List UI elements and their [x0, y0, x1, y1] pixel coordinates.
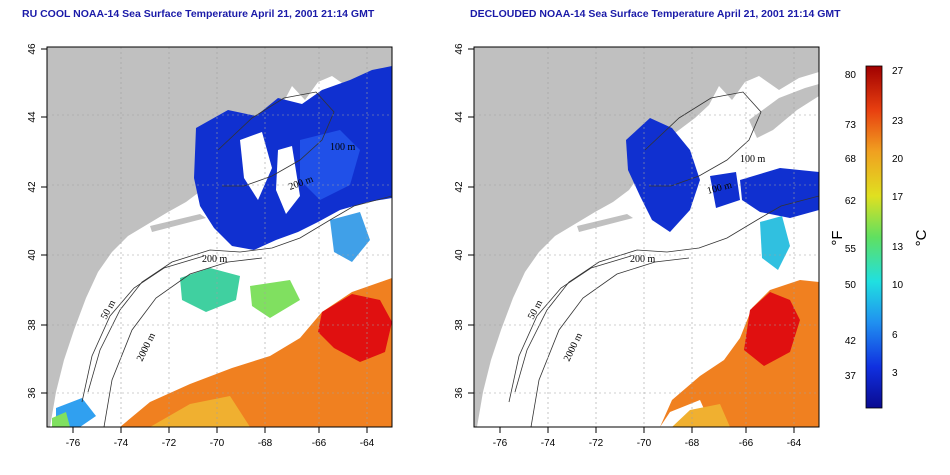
left-contour-200m [87, 195, 392, 393]
c-tick-17: 17 [892, 192, 904, 203]
right-warm-water-patch [672, 404, 730, 427]
right-land-mass [474, 47, 819, 427]
right-lon-tick-64: -64 [787, 438, 802, 449]
left-cold-water-patch [300, 130, 360, 200]
left-lat-tick-38: 38 [27, 319, 38, 331]
left-lat-tick-46: 46 [27, 43, 38, 55]
f-tick-73: 73 [845, 120, 857, 131]
left-panel-title: RU COOL NOAA-14 Sea Surface Temperature … [22, 8, 375, 20]
colorbar-fahrenheit-ticks: 80 73 68 62 55 50 42 37 [845, 70, 857, 382]
right-map-panel: 50 m 200 m 2000 m 100 m 100 m 36 38 40 4… [454, 43, 820, 449]
c-tick-3: 3 [892, 368, 898, 379]
right-cold-water-east [740, 168, 819, 218]
left-land-mass [47, 47, 392, 427]
left-lon-tick-76: -76 [66, 438, 81, 449]
left-lon-tick-64: -64 [360, 438, 375, 449]
right-long-island [577, 214, 633, 232]
f-tick-50: 50 [845, 280, 857, 291]
left-contour-50m [81, 255, 205, 403]
f-tick-55: 55 [845, 244, 857, 255]
c-tick-6: 6 [892, 330, 898, 341]
c-tick-27: 27 [892, 66, 904, 77]
left-contour-label-100m: 100 m [330, 142, 356, 153]
left-lon-tick-70: -70 [210, 438, 225, 449]
right-lon-axis: -76 -74 -72 -70 -68 -66 -64 [493, 427, 802, 449]
f-tick-68: 68 [845, 154, 857, 165]
right-map-frame [473, 46, 820, 428]
right-panel-title: DECLOUDED NOAA-14 Sea Surface Temperatur… [470, 8, 841, 20]
left-cool-water-patch [330, 212, 370, 262]
right-lon-tick-66: -66 [739, 438, 754, 449]
left-mid-water-patch [180, 268, 240, 312]
right-contour-label-100m: 100 m [740, 154, 766, 165]
right-lat-axis: 36 38 40 42 44 46 [454, 43, 474, 399]
f-tick-37: 37 [845, 371, 857, 382]
right-lon-tick-74: -74 [541, 438, 556, 449]
left-lon-tick-66: -66 [312, 438, 327, 449]
left-warm-water-patch [150, 396, 250, 427]
left-grid [47, 47, 392, 427]
right-cold-water [626, 118, 700, 232]
celsius-unit-label: °C [913, 229, 930, 246]
f-tick-80: 80 [845, 70, 857, 81]
right-contour-label-200m: 200 m [630, 254, 656, 265]
left-coastal-water-2 [52, 412, 70, 427]
left-mid-water-patch-2 [250, 280, 300, 318]
left-lon-tick-72: -72 [162, 438, 177, 449]
left-lat-tick-36: 36 [27, 387, 38, 399]
right-lon-tick-68: -68 [685, 438, 700, 449]
right-grid [474, 47, 819, 427]
right-contour-50m [508, 255, 632, 403]
left-lat-axis: 36 38 40 42 44 46 [27, 43, 47, 399]
left-map-frame [46, 46, 393, 428]
right-lon-tick-72: -72 [589, 438, 604, 449]
right-hot-water [744, 292, 800, 366]
fahrenheit-unit-label: °F [829, 230, 846, 245]
right-lat-tick-38: 38 [454, 319, 465, 331]
right-contour-2000m [530, 257, 690, 427]
right-lon-tick-76: -76 [493, 438, 508, 449]
right-lat-tick-42: 42 [454, 181, 465, 193]
colorbar-celsius-ticks: 27 23 20 17 13 10 6 3 [892, 66, 904, 379]
right-lon-tick-70: -70 [637, 438, 652, 449]
left-lon-axis: -76 -74 -72 -70 -68 -66 -64 [66, 427, 375, 449]
left-contour-2000m [103, 257, 263, 427]
right-contour-100m [644, 91, 762, 187]
f-tick-42: 42 [845, 336, 857, 347]
right-cool-water-patch [760, 216, 790, 270]
left-cloud-gap [240, 132, 272, 200]
left-lat-tick-44: 44 [27, 111, 38, 123]
c-tick-13: 13 [892, 242, 904, 253]
left-contour-100m [217, 91, 335, 187]
left-hot-water [318, 294, 392, 362]
right-lat-tick-36: 36 [454, 387, 465, 399]
f-tick-62: 62 [845, 196, 857, 207]
right-lat-tick-46: 46 [454, 43, 465, 55]
left-map-panel: 50 m 200 m 200 m 2000 m 100 m 36 38 40 4… [27, 43, 393, 449]
left-long-island [150, 214, 206, 232]
right-nova-scotia [749, 84, 819, 138]
left-lon-tick-68: -68 [258, 438, 273, 449]
left-contour-label-200m: 200 m [202, 254, 228, 265]
right-lat-tick-40: 40 [454, 249, 465, 261]
left-lat-tick-42: 42 [27, 181, 38, 193]
right-contours [508, 91, 819, 427]
left-contours [81, 91, 392, 427]
right-lat-tick-44: 44 [454, 111, 465, 123]
temperature-colorbar: 80 73 68 62 55 50 42 37 27 23 20 17 13 1… [829, 65, 930, 409]
c-tick-10: 10 [892, 280, 904, 291]
left-lon-tick-74: -74 [114, 438, 129, 449]
right-cold-water-mid [710, 172, 740, 208]
right-contour-200m [514, 195, 819, 393]
left-lat-tick-40: 40 [27, 249, 38, 261]
c-tick-23: 23 [892, 116, 904, 127]
c-tick-20: 20 [892, 154, 904, 165]
colorbar-gradient [865, 65, 883, 409]
